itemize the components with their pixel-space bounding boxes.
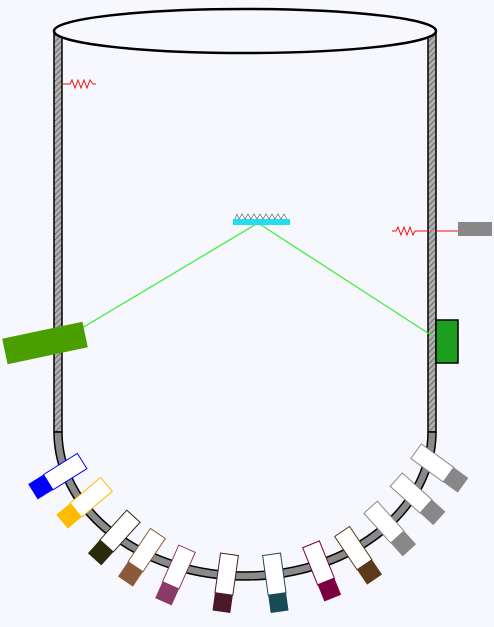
slot-outline [410,443,455,483]
slot-fill [56,503,82,529]
slot-2 [56,476,114,529]
slot-3 [87,509,141,566]
slot-9 [333,525,383,585]
slot-fill [443,467,469,493]
slot-10 [363,500,417,557]
slot-11 [389,472,446,526]
slot-7 [262,552,289,613]
slot-fill [28,474,53,500]
slot-1 [28,452,88,500]
mirror-coils [234,213,288,220]
left-spring [62,78,96,90]
beam-right [257,222,435,338]
slot-fill [268,592,289,613]
slot-outline [42,452,88,491]
slot-fill [212,592,233,613]
right-wall [427,29,437,433]
slot-fill [117,561,143,587]
right-gray-block [458,222,492,236]
beam-left [81,222,259,329]
slot-4 [117,527,167,587]
slot-fill [419,499,446,526]
right-detector [435,319,459,364]
slot-outline [99,509,141,553]
slot-fill [87,539,114,566]
right-spring [392,225,428,237]
slot-outline [363,500,405,544]
left-wall [53,29,63,433]
slot-outline [161,544,196,590]
left-emitter [2,321,88,365]
slot-outline [214,552,239,596]
slot-6 [212,552,239,613]
bottom-slots [28,443,469,613]
slot-outline [262,552,287,596]
slot-12 [410,443,469,493]
mirror [233,219,290,225]
slot-5 [155,544,196,606]
slot-fill [317,578,342,602]
slot-outline [333,525,373,571]
slot-fill [357,559,383,585]
slot-8 [302,540,342,602]
slot-fill [155,581,179,606]
slot-fill [390,530,417,557]
vessel-top-opening [52,7,438,55]
